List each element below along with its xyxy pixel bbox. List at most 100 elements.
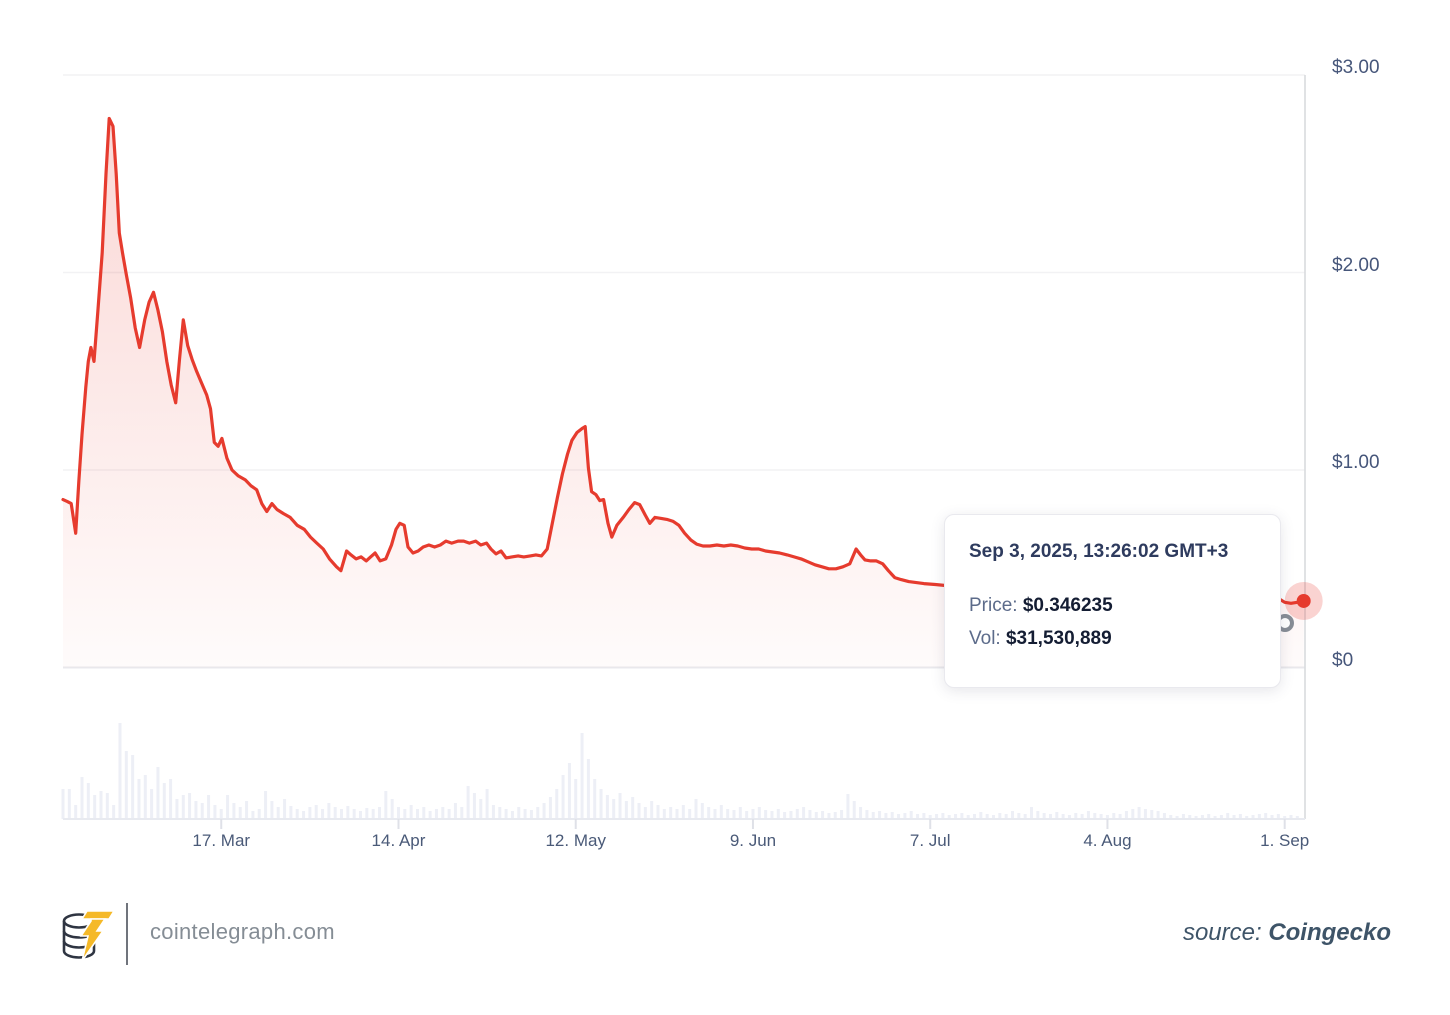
footer-divider [126, 903, 128, 965]
volume-bar [757, 807, 761, 819]
tooltip-vol-value: $31,530,889 [1005, 627, 1112, 649]
volume-bar [580, 733, 584, 819]
volume-bar [1105, 815, 1109, 819]
x-axis-label: 12. May [545, 831, 606, 850]
volume-bar [593, 779, 597, 819]
volume-bar [973, 814, 977, 819]
source-label: source: [1182, 919, 1262, 946]
x-axis-label: 14. Apr [371, 831, 426, 850]
price-line[interactable] [61, 116, 1306, 605]
volume-bar [1112, 813, 1116, 819]
volume-bar [631, 797, 635, 819]
volume-bar [643, 807, 647, 819]
volume-bar [751, 809, 755, 819]
volume-bar [314, 805, 318, 819]
volume-bar [833, 812, 837, 819]
volume-bar [308, 807, 312, 819]
volume-bar [472, 793, 476, 819]
volume-bar [624, 801, 628, 819]
volume-bar [156, 767, 160, 819]
volume-bar [694, 799, 698, 819]
volume-bar [865, 810, 869, 819]
tooltip-vol-label: Vol: [969, 627, 1001, 649]
volume-bar [890, 812, 894, 819]
volume-bar [909, 811, 913, 819]
volume-bar [1156, 811, 1160, 819]
volume-bar [86, 783, 90, 819]
volume-bar [884, 813, 888, 819]
volume-bar [783, 812, 787, 819]
x-axis-label: 1. Sep [1260, 831, 1310, 850]
x-axis-label: 17. Mar [192, 831, 251, 850]
source-credit: source: Coingecko [1183, 919, 1391, 947]
volume-bar [1283, 816, 1287, 819]
volume-bar [1207, 814, 1211, 819]
volume-bar [985, 814, 989, 819]
volume-bar [878, 811, 882, 819]
volume-bar [947, 815, 951, 819]
volume-bar [238, 807, 242, 819]
volume-bar [434, 809, 438, 819]
volume-bar [618, 793, 622, 819]
volume-bar [1162, 813, 1166, 819]
volume-bar [194, 801, 198, 819]
volume-bar [378, 807, 381, 819]
volume-bar [1181, 814, 1185, 819]
volume-bar [1175, 816, 1179, 819]
volume-bar [1093, 813, 1097, 819]
volume-bar [662, 809, 666, 819]
volume-bar [916, 814, 920, 819]
volume-bar [143, 775, 147, 819]
volume-bar [1118, 814, 1122, 819]
volume-bar [232, 803, 236, 819]
site-name[interactable]: cointelegraph.com [150, 919, 335, 944]
volume-bar [485, 789, 489, 819]
last-point-marker[interactable] [1296, 593, 1311, 608]
volume-bar [1004, 814, 1008, 819]
volume-bar [1257, 814, 1261, 819]
volume-bar [1029, 807, 1033, 819]
volume-bar [207, 795, 211, 819]
volume-bar [719, 805, 723, 819]
volume-bar [1011, 811, 1014, 819]
volume-bar [732, 810, 736, 819]
volume-bar [352, 809, 356, 819]
volume-bar [1245, 816, 1249, 819]
volume-bar [542, 803, 546, 819]
volume-bar [941, 813, 945, 819]
volume-bar [1169, 815, 1173, 819]
volume-bar [1137, 807, 1141, 819]
tooltip-vol-row: Vol: $31,530,889 [969, 623, 1256, 656]
source-name: Coingecko [1268, 919, 1391, 946]
volume-bar [264, 791, 268, 819]
volume-bar [675, 809, 679, 819]
y-axis-label: $1.00 [1332, 452, 1380, 473]
volume-bar [213, 805, 217, 819]
volume-bar [1074, 813, 1078, 819]
volume-bar [118, 723, 122, 819]
volume-bars [61, 723, 1299, 819]
volume-bar [403, 809, 407, 819]
volume-bar [745, 811, 749, 819]
price-chart-svg [61, 74, 1323, 829]
volume-bar [428, 811, 432, 819]
volume-bar [1061, 814, 1065, 819]
volume-bar [688, 809, 692, 819]
volume-bar [1213, 816, 1217, 819]
volume-bar [1251, 815, 1255, 819]
volume-bar [245, 801, 249, 819]
volume-bar [859, 807, 863, 819]
volume-bar [346, 806, 350, 819]
volume-bar [1042, 813, 1046, 819]
volume-bar [1023, 814, 1027, 819]
volume-bar [1270, 815, 1274, 819]
volume-bar [384, 791, 388, 819]
volume-bar [251, 811, 255, 819]
volume-bar [321, 809, 325, 819]
volume-bar [67, 789, 71, 819]
volume-bar [954, 814, 958, 819]
volume-bar [776, 809, 780, 819]
volume-bar [707, 807, 711, 819]
y-axis-label: $2.00 [1332, 254, 1380, 276]
volume-bar [93, 795, 97, 819]
